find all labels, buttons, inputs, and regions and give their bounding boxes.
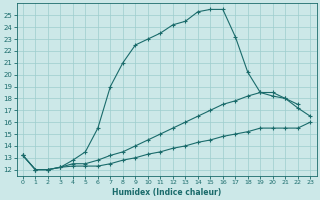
X-axis label: Humidex (Indice chaleur): Humidex (Indice chaleur) — [112, 188, 221, 197]
